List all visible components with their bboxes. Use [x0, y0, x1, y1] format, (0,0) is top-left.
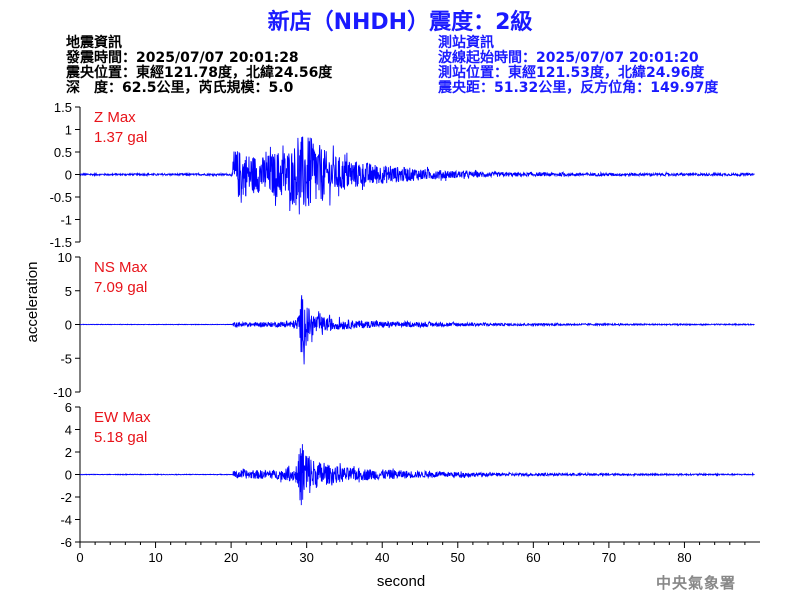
- epicentral-distance: 震央距：51.32公里，反方位角：149.97度: [438, 80, 719, 96]
- x-tick-label: 20: [224, 550, 238, 565]
- waveform-ew: [79, 444, 755, 506]
- y-tick-label-ew: 2: [65, 445, 72, 460]
- y-tick-label-ew: -6: [60, 535, 72, 550]
- x-tick-label: 60: [526, 550, 540, 565]
- max-label-z: Z Max: [94, 109, 136, 126]
- y-tick-label-z: -0.5: [50, 190, 72, 205]
- y-tick-label-ew: 4: [65, 423, 72, 438]
- station-location: 測站位置：東經121.53度，北緯24.96度: [438, 65, 705, 81]
- max-label-ew: EW Max: [94, 409, 151, 426]
- event-info-heading: 地震資訊: [66, 35, 122, 51]
- y-tick-label-ew: -2: [60, 490, 72, 505]
- agency-footer: 中央氣象署: [656, 574, 737, 592]
- station-info-block: 測站資訊 波線起始時間：2025/07/07 20:01:20 測站位置：東經1…: [438, 36, 718, 96]
- max-label-ns: NS Max: [94, 259, 148, 276]
- max-value-z: 1.37 gal: [94, 129, 147, 146]
- event-info-block: 地震資訊 發震時間：2025/07/07 20:01:28 震央位置：東經121…: [66, 36, 332, 96]
- x-tick-label: 30: [299, 550, 313, 565]
- epicenter-location: 震央位置：東經121.78度，北緯24.56度: [66, 65, 333, 81]
- station-info-heading: 測站資訊: [438, 35, 494, 51]
- page-title: 新店（NHDH）震度：2級: [267, 10, 533, 35]
- y-tick-label-z: -1: [60, 213, 72, 228]
- wave-start-time: 波線起始時間：2025/07/07 20:01:20: [438, 50, 699, 66]
- x-tick-label: 80: [677, 550, 691, 565]
- max-value-ns: 7.09 gal: [94, 279, 147, 296]
- y-tick-label-ew: -4: [60, 513, 72, 528]
- y-tick-label-z: 0.5: [54, 145, 72, 160]
- waveform-z: [79, 136, 755, 215]
- y-tick-label-ew: 0: [65, 468, 72, 483]
- origin-time: 發震時間：2025/07/07 20:01:28: [66, 50, 299, 66]
- x-axis-title: second: [377, 573, 425, 590]
- x-tick-label: 10: [148, 550, 162, 565]
- x-tick-label: 40: [375, 550, 389, 565]
- x-tick-label: 50: [451, 550, 465, 565]
- y-tick-label-ns: -5: [60, 351, 72, 366]
- y-axis-title: acceleration: [24, 262, 41, 343]
- x-tick-label: 70: [602, 550, 616, 565]
- waveform-ns: [79, 295, 755, 365]
- y-tick-label-ns: 5: [65, 284, 72, 299]
- y-tick-label-z: -1.5: [50, 235, 72, 250]
- y-tick-label-ew: 6: [65, 400, 72, 415]
- max-value-ew: 5.18 gal: [94, 429, 147, 446]
- y-tick-label-z: 1.5: [54, 100, 72, 115]
- y-tick-label-ns: -10: [53, 385, 72, 400]
- y-tick-label-ns: 0: [65, 318, 72, 333]
- y-tick-label-z: 0: [65, 168, 72, 183]
- x-tick-label: 0: [76, 550, 83, 565]
- y-tick-label-z: 1: [65, 123, 72, 138]
- depth-magnitude: 深 度：62.5公里，芮氏規模：5.0: [66, 80, 294, 96]
- y-tick-label-ns: 10: [58, 250, 72, 265]
